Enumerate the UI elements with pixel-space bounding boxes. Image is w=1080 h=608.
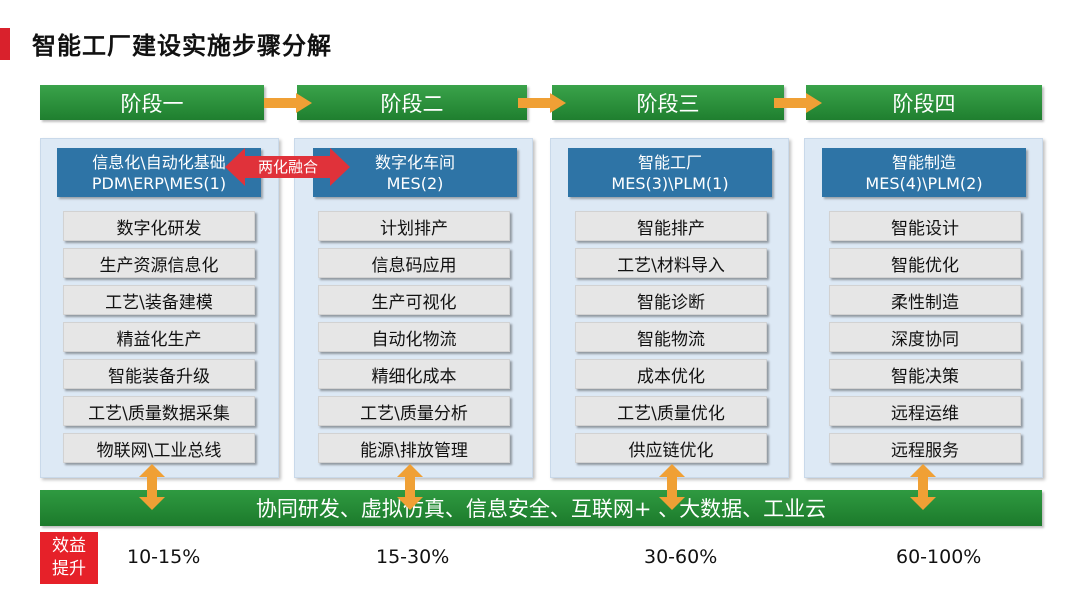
stage-3-header: 阶段三 — [552, 85, 784, 120]
gain-label-line1: 效益 — [52, 536, 86, 556]
vertical-double-arrow-icon — [910, 464, 936, 510]
list-item: 深度协同 — [829, 322, 1021, 352]
list-item: 精细化成本 — [318, 359, 510, 389]
fusion-label: 两化融合 — [257, 158, 318, 176]
stage-arrow-3-icon — [774, 93, 822, 113]
stage-4-title-line2: MES(4)\PLM(2) — [865, 173, 983, 193]
stage-1-title-box: 信息化\自动化基础 PDM\ERP\MES(1) — [57, 148, 261, 197]
list-item: 工艺\质量分析 — [318, 396, 510, 426]
list-item: 工艺\材料导入 — [575, 248, 767, 278]
list-item: 生产可视化 — [318, 285, 510, 315]
gain-stage-4: 60-100% — [896, 546, 982, 568]
list-item: 物联网\工业总线 — [63, 433, 255, 463]
stage-3-title-line2: MES(3)\PLM(1) — [611, 173, 729, 193]
list-item: 智能优化 — [829, 248, 1021, 278]
stage-arrow-2-icon — [518, 93, 566, 113]
gain-stage-1: 10-15% — [127, 546, 201, 568]
stage-arrow-1-icon — [264, 93, 312, 113]
list-item: 智能排产 — [575, 211, 767, 241]
stage-1-title-line1: 信息化\自动化基础 — [92, 152, 226, 172]
list-item: 数字化研发 — [63, 211, 255, 241]
stage-4-title-box: 智能制造 MES(4)\PLM(2) — [822, 148, 1026, 197]
list-item: 智能物流 — [575, 322, 767, 352]
efficiency-gain-label: 效益 提升 — [40, 532, 98, 584]
list-item: 远程运维 — [829, 396, 1021, 426]
list-item: 柔性制造 — [829, 285, 1021, 315]
stage-1-header: 阶段一 — [40, 85, 264, 120]
common-capabilities-bar: 协同研发、虚拟仿真、信息安全、互联网+ 、大数据、工业云 — [40, 490, 1042, 526]
title-accent-bar — [0, 28, 10, 60]
stage-2-title-line2: MES(2) — [386, 173, 444, 193]
list-item: 能源\排放管理 — [318, 433, 510, 463]
list-item: 信息码应用 — [318, 248, 510, 278]
list-item: 工艺\质量数据采集 — [63, 396, 255, 426]
vertical-double-arrow-icon — [659, 464, 685, 510]
list-item: 成本优化 — [575, 359, 767, 389]
list-item: 精益化生产 — [63, 322, 255, 352]
list-item: 智能诊断 — [575, 285, 767, 315]
stage-3-title-box: 智能工厂 MES(3)\PLM(1) — [568, 148, 772, 197]
fusion-double-arrow-icon — [225, 148, 350, 186]
list-item: 智能设计 — [829, 211, 1021, 241]
stage-1-title-line2: PDM\ERP\MES(1) — [91, 173, 227, 193]
vertical-double-arrow-icon — [139, 464, 165, 510]
list-item: 智能装备升级 — [63, 359, 255, 389]
stage-2-title-box: 数字化车间 MES(2) — [313, 148, 517, 197]
gain-stage-3: 30-60% — [644, 546, 718, 568]
gain-label-line2: 提升 — [52, 559, 86, 579]
gain-stage-2: 15-30% — [376, 546, 450, 568]
list-item: 工艺\装备建模 — [63, 285, 255, 315]
stage-2-header: 阶段二 — [297, 85, 527, 120]
list-item: 自动化物流 — [318, 322, 510, 352]
page-title: 智能工厂建设实施步骤分解 — [32, 32, 332, 60]
vertical-double-arrow-icon — [397, 464, 423, 510]
stage-2-title-line1: 数字化车间 — [374, 152, 455, 172]
list-item: 工艺\质量优化 — [575, 396, 767, 426]
stage-4-title-line1: 智能制造 — [891, 152, 956, 172]
list-item: 远程服务 — [829, 433, 1021, 463]
list-item: 供应链优化 — [575, 433, 767, 463]
stage-4-header: 阶段四 — [806, 85, 1042, 120]
list-item: 计划排产 — [318, 211, 510, 241]
list-item: 智能决策 — [829, 359, 1021, 389]
stage-3-title-line1: 智能工厂 — [637, 152, 702, 172]
list-item: 生产资源信息化 — [63, 248, 255, 278]
